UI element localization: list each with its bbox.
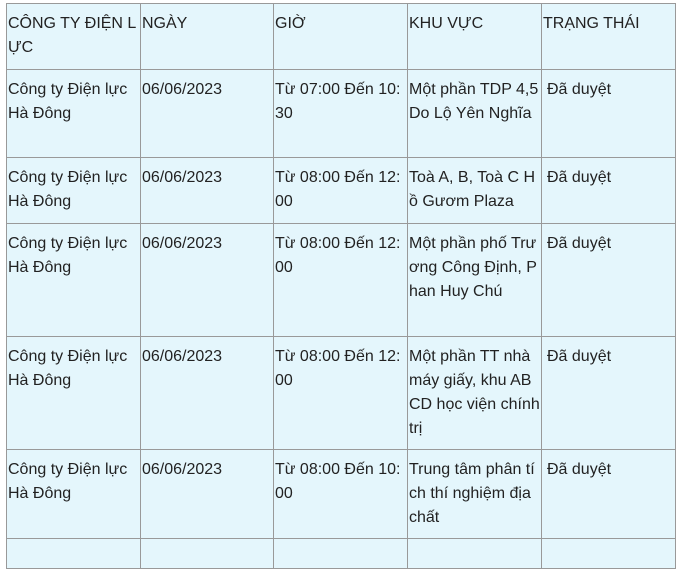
cell-date: 06/06/2023	[140, 69, 274, 158]
cell-date: 06/06/2023	[140, 336, 274, 450]
table-row: Công ty Điện lực Hà Đông 06/06/2023 Từ 08:…	[6, 449, 676, 539]
cell-company: Công ty Điện lực Hà Đông	[6, 449, 141, 539]
cell-area: Một phần TDP 4,5 Do Lộ Yên Nghĩa	[407, 69, 542, 158]
cell-area: Một phần phố Trương Công Định, Phan Huy …	[407, 223, 542, 337]
cell-empty	[273, 538, 408, 569]
cell-company: Công ty Điện lực Hà Đông	[6, 223, 141, 337]
cell-date: 06/06/2023	[140, 223, 274, 337]
cell-area: Trung tâm phân tích thí nghiệm địa chất	[407, 449, 542, 539]
cell-company: Công ty Điện lực Hà Đông	[6, 157, 141, 224]
cell-date: 06/06/2023	[140, 449, 274, 539]
header-company: CÔNG TY ĐIỆN LỰC	[6, 3, 141, 70]
cell-empty	[541, 538, 676, 569]
cell-status: Đã duyệt	[541, 336, 676, 450]
cell-status: Đã duyệt	[541, 223, 676, 337]
cell-time: Từ 08:00 Đến 12:00	[273, 336, 408, 450]
cell-time: Từ 08:00 Đến 12:00	[273, 157, 408, 224]
power-outage-schedule-table: CÔNG TY ĐIỆN LỰC NGÀY GIỜ KHU VỰC TRẠNG …	[6, 3, 676, 569]
header-area: KHU VỰC	[407, 3, 542, 70]
header-row: CÔNG TY ĐIỆN LỰC NGÀY GIỜ KHU VỰC TRẠNG …	[6, 3, 676, 70]
cell-area: Một phần TT nhà máy giấy, khu ABCD học v…	[407, 336, 542, 450]
cell-time: Từ 07:00 Đến 10:30	[273, 69, 408, 158]
cell-time: Từ 08:00 Đến 10:00	[273, 449, 408, 539]
table-row-partial	[6, 538, 676, 569]
table-row: Công ty Điện lực Hà Đông 06/06/2023 Từ 07:…	[6, 69, 676, 158]
header-date: NGÀY	[140, 3, 274, 70]
header-time: GIỜ	[273, 3, 408, 70]
cell-date: 06/06/2023	[140, 157, 274, 224]
table-row: Công ty Điện lực Hà Đông 06/06/2023 Từ 08:…	[6, 157, 676, 224]
cell-company: Công ty Điện lực Hà Đông	[6, 69, 141, 158]
cell-empty	[140, 538, 274, 569]
cell-status: Đã duyệt	[541, 449, 676, 539]
cell-empty	[6, 538, 141, 569]
table-row: Công ty Điện lực Hà Đông 06/06/2023 Từ 08:…	[6, 336, 676, 450]
cell-empty	[407, 538, 542, 569]
header-status: TRẠNG THÁI	[541, 3, 676, 70]
table-row: Công ty Điện lực Hà Đông 06/06/2023 Từ 08:…	[6, 223, 676, 337]
cell-company: Công ty Điện lực Hà Đông	[6, 336, 141, 450]
cell-time: Từ 08:00 Đến 12:00	[273, 223, 408, 337]
cell-status: Đã duyệt	[541, 157, 676, 224]
cell-area: Toà A, B, Toà C Hồ Gươm Plaza	[407, 157, 542, 224]
cell-status: Đã duyệt	[541, 69, 676, 158]
